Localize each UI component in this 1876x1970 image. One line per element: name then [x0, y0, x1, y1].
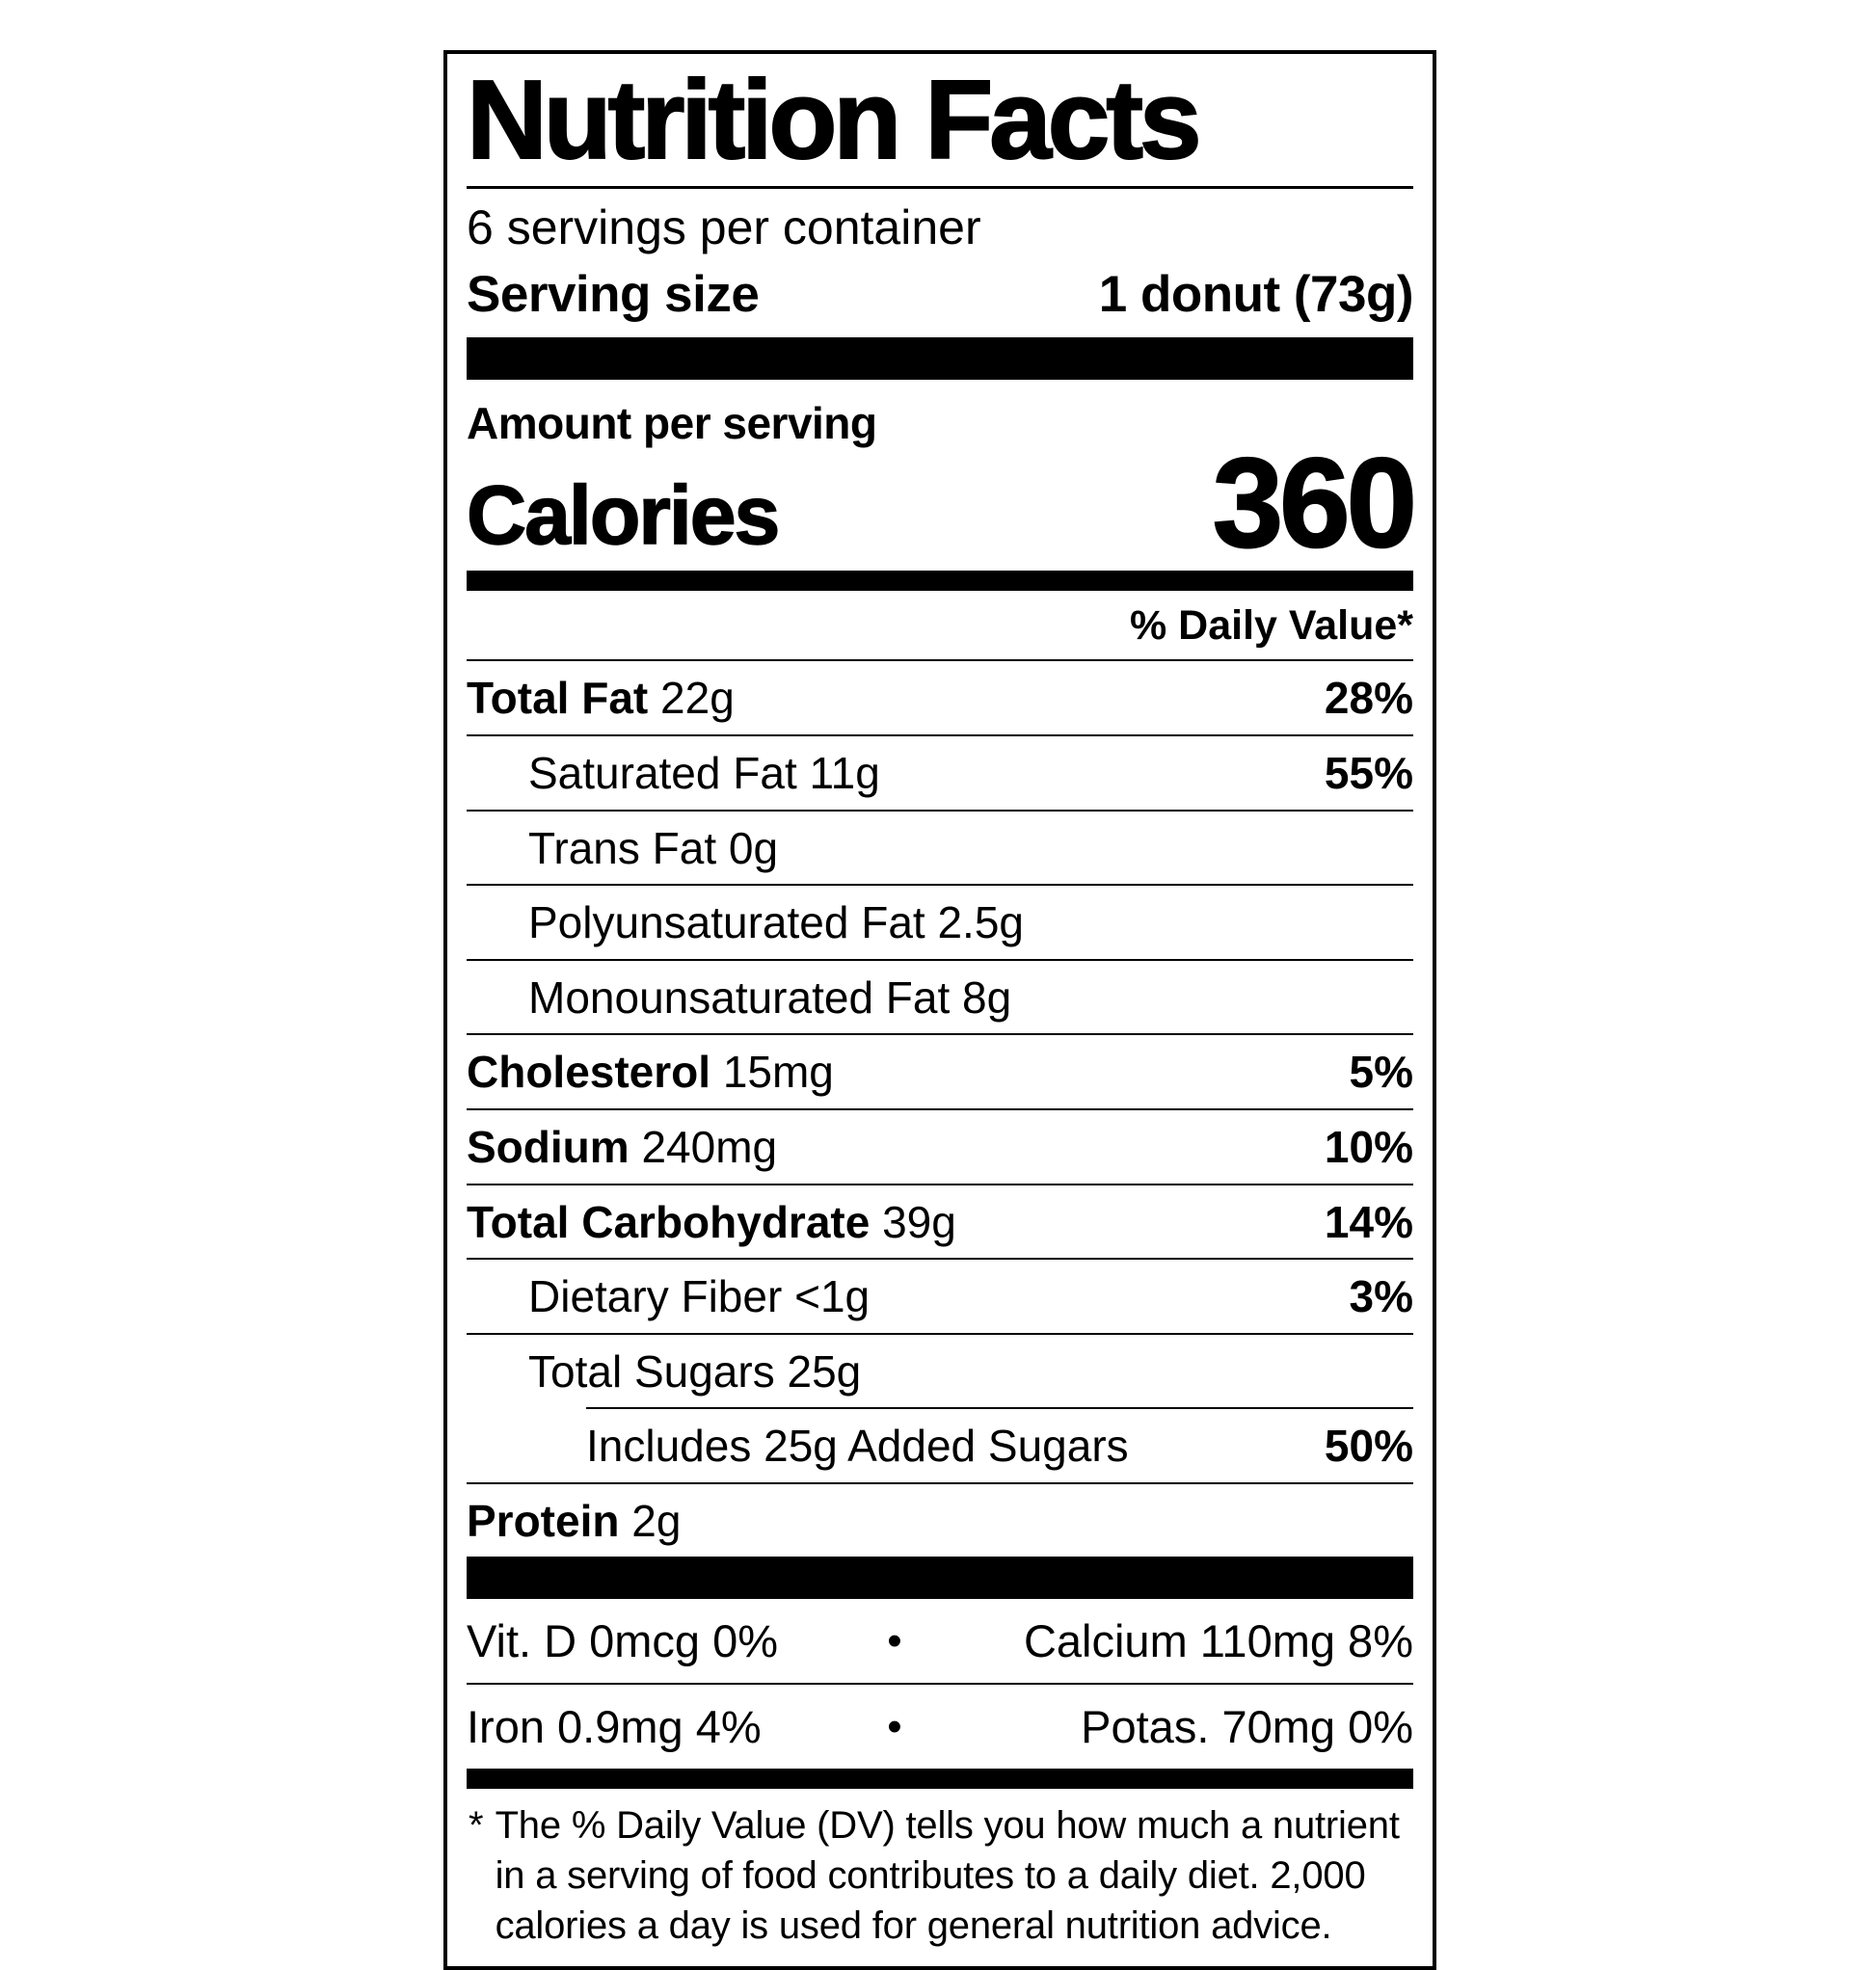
micronutrient-right: Potas. 70mg 0% [1081, 1701, 1413, 1753]
nutrient-name: Total Fat [467, 673, 649, 724]
nutrient-row: Cholesterol 15mg 5% [467, 1033, 1413, 1108]
nutrient-name: Protein [467, 1495, 620, 1546]
nutrient-amount: <1g [782, 1271, 871, 1322]
nutrient-amount: 15mg [710, 1047, 834, 1098]
nutrient-row: Dietary Fiber <1g 3% [467, 1258, 1413, 1333]
medium-separator-bar [467, 1769, 1413, 1790]
label-title: Nutrition Facts [466, 57, 1202, 182]
daily-value-header: % Daily Value* [1130, 602, 1413, 650]
nutrient-name-amount: Sodium 240mg [467, 1123, 777, 1172]
nutrient-name: Dietary Fiber [528, 1271, 783, 1322]
micronutrient-row: Vit. D 0mcg 0% • Calcium 110mg 8% [467, 1599, 1413, 1683]
footnote-text: The % Daily Value (DV) tells you how muc… [495, 1804, 1400, 1948]
nutrient-amount: 25g [774, 1345, 862, 1397]
calories-row: Calories 360 [466, 432, 1418, 574]
nutrient-name-amount: Dietary Fiber <1g [528, 1272, 870, 1321]
nutrient-name-amount: Protein 2g [467, 1497, 681, 1546]
nutrient-row: Includes 25g Added Sugars 50% [586, 1407, 1413, 1482]
nutrient-row: Saturated Fat 11g 55% [467, 733, 1413, 810]
footnote: * The % Daily Value (DV) tells you how m… [467, 1789, 1413, 1951]
nutrient-row: Monounsaturated Fat 8g [467, 958, 1413, 1034]
calories-label: Calories [466, 468, 781, 562]
nutrient-daily-value: 14% [1324, 1196, 1413, 1247]
thick-separator-bar [467, 337, 1413, 381]
nutrient-name: Total Carbohydrate [467, 1196, 871, 1247]
nutrient-name: Cholesterol [467, 1047, 711, 1098]
servings-per-container: 6 servings per container [467, 200, 981, 254]
nutrient-amount: 39g [870, 1196, 956, 1247]
nutrient-name-amount: Total Carbohydrate 39g [467, 1196, 956, 1247]
nutrient-name-amount: Polyunsaturated Fat 2.5g [528, 898, 1024, 947]
nutrient-daily-value: 28% [1324, 673, 1413, 724]
page-background: Nutrition Facts 6 servings per container… [443, 50, 1436, 1970]
nutrient-name-amount: Trans Fat 0g [528, 822, 779, 873]
thick-separator-bar [467, 1557, 1413, 1600]
bullet-separator: • [887, 1702, 902, 1750]
nutrient-amount: 11g [796, 747, 880, 798]
nutrient-name-amount: Total Sugars 25g [528, 1345, 862, 1397]
nutrient-amount: 0g [716, 822, 779, 873]
serving-size-row: Serving size 1 donut (73g) [467, 257, 1414, 337]
nutrient-name: Includes 25g Added Sugars [586, 1421, 1129, 1472]
nutrient-amount: 2.5g [925, 897, 1024, 948]
nutrient-name-amount: Monounsaturated Fat 8g [528, 972, 1012, 1023]
micronutrient-left: Vit. D 0mcg 0% [467, 1615, 779, 1667]
nutrient-amount: 240mg [629, 1121, 778, 1172]
medium-separator-bar [467, 571, 1413, 592]
nutrient-name-amount: Cholesterol 15mg [467, 1048, 834, 1097]
micronutrient-table: Vit. D 0mcg 0% • Calcium 110mg 8% Iron 0… [467, 1599, 1413, 1769]
divider-under-title [467, 185, 1413, 189]
nutrient-name-amount: Total Fat 22g [467, 674, 735, 723]
nutrient-amount: 22g [648, 673, 735, 724]
nutrient-name-amount: Includes 25g Added Sugars [586, 1422, 1129, 1471]
amount-per-serving-label: Amount per serving [467, 398, 877, 449]
footnote-marker: * [469, 1804, 484, 1848]
bullet-separator: • [887, 1616, 902, 1664]
serving-size-label: Serving size [467, 266, 760, 324]
nutrient-row: Total Sugars 25g [467, 1332, 1413, 1408]
nutrient-table: Total Fat 22g 28% Saturated Fat 11g 55% … [467, 659, 1413, 1557]
nutrient-amount: 8g [950, 972, 1012, 1023]
nutrient-name: Sodium [467, 1121, 630, 1172]
nutrient-amount: 2g [619, 1495, 682, 1546]
serving-size-value: 1 donut (73g) [1098, 266, 1414, 324]
calories-value: 360 [1212, 432, 1418, 574]
nutrient-name: Polyunsaturated Fat [528, 897, 925, 948]
nutrient-daily-value: 3% [1349, 1271, 1413, 1322]
nutrient-row: Trans Fat 0g [467, 809, 1413, 885]
nutrient-name-amount: Saturated Fat 11g [528, 749, 880, 798]
nutrition-facts-label: Nutrition Facts 6 servings per container… [443, 50, 1436, 1970]
nutrient-name: Trans Fat [528, 822, 717, 873]
nutrient-row: Total Carbohydrate 39g 14% [467, 1183, 1413, 1259]
nutrient-row: Total Fat 22g 28% [467, 659, 1413, 734]
micronutrient-row: Iron 0.9mg 4% • Potas. 70mg 0% [467, 1683, 1413, 1769]
nutrient-daily-value: 10% [1324, 1121, 1413, 1172]
nutrient-row: Sodium 240mg 10% [467, 1107, 1413, 1184]
micronutrient-left: Iron 0.9mg 4% [467, 1701, 762, 1753]
nutrient-daily-value: 50% [1324, 1421, 1413, 1472]
nutrient-name: Saturated Fat [528, 747, 797, 798]
micronutrient-right: Calcium 110mg 8% [1023, 1615, 1413, 1667]
nutrient-row: Protein 2g [467, 1481, 1413, 1557]
nutrient-row: Polyunsaturated Fat 2.5g [467, 884, 1413, 959]
nutrient-name: Total Sugars [528, 1345, 775, 1397]
nutrient-name: Monounsaturated Fat [528, 972, 951, 1023]
nutrient-daily-value: 55% [1324, 747, 1413, 798]
nutrient-daily-value: 5% [1349, 1047, 1413, 1098]
